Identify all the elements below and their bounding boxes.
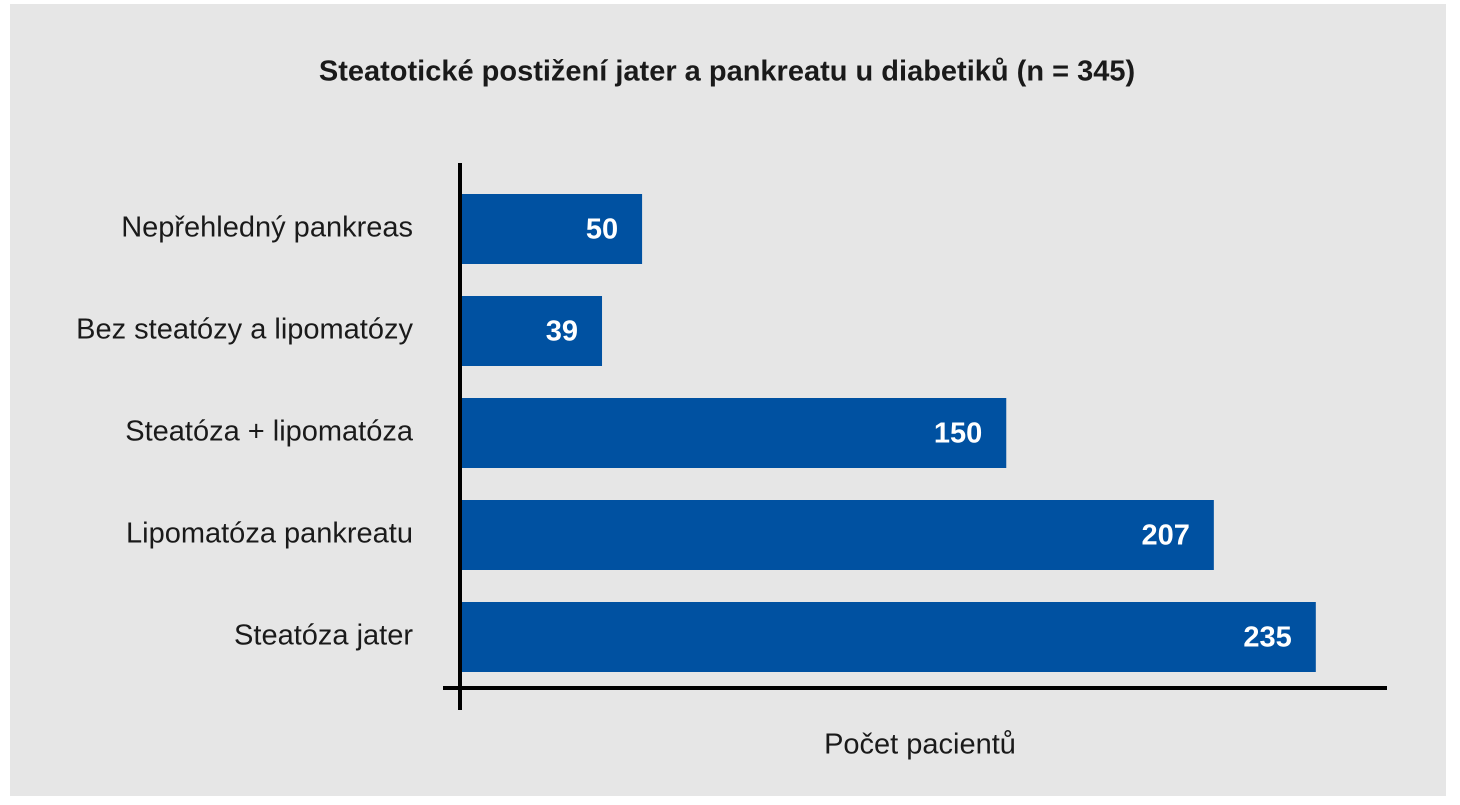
bar [460, 296, 603, 366]
bar-value-label: 50 [586, 214, 618, 246]
bar-value-label: 207 [1141, 520, 1189, 552]
bar-value-label: 235 [1243, 622, 1291, 654]
bar [460, 194, 643, 264]
y-tick-label: Steatóza jater [234, 620, 413, 652]
bar [460, 398, 1007, 468]
bar [460, 602, 1316, 672]
y-tick-label: Nepřehledný pankreas [121, 212, 413, 244]
x-axis-label: Počet pacientů [824, 729, 1016, 761]
bar-value-label: 39 [546, 316, 578, 348]
y-tick-label: Lipomatóza pankreatu [126, 518, 413, 550]
chart-title: Steatotické postižení jater a pankreatu … [319, 56, 1135, 88]
y-tick-label: Steatóza + lipomatóza [125, 416, 414, 448]
bar [460, 500, 1214, 570]
y-tick-label: Bez steatózy a lipomatózy [76, 314, 413, 346]
bar-value-label: 150 [934, 418, 982, 450]
